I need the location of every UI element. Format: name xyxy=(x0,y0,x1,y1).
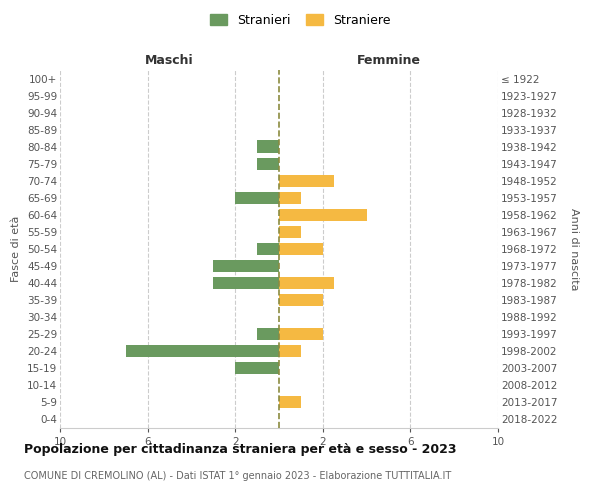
Bar xyxy=(279,208,367,221)
Bar xyxy=(279,294,323,306)
Bar xyxy=(126,345,279,357)
Y-axis label: Anni di nascita: Anni di nascita xyxy=(569,208,578,290)
Y-axis label: Fasce di età: Fasce di età xyxy=(11,216,22,282)
Bar xyxy=(279,242,323,255)
Bar xyxy=(214,276,279,289)
Text: COMUNE DI CREMOLINO (AL) - Dati ISTAT 1° gennaio 2023 - Elaborazione TUTTITALIA.: COMUNE DI CREMOLINO (AL) - Dati ISTAT 1°… xyxy=(24,471,451,481)
Bar xyxy=(279,396,301,408)
Bar xyxy=(279,192,301,204)
Bar xyxy=(279,345,301,357)
Bar xyxy=(214,260,279,272)
Bar xyxy=(235,362,279,374)
Title: Femmine: Femmine xyxy=(356,54,421,68)
Bar xyxy=(235,192,279,204)
Legend: Stranieri, Straniere: Stranieri, Straniere xyxy=(205,8,395,32)
Bar xyxy=(257,242,279,255)
Bar xyxy=(279,328,323,340)
Bar xyxy=(257,158,279,170)
Bar xyxy=(257,328,279,340)
Bar xyxy=(279,276,334,289)
Title: Maschi: Maschi xyxy=(145,54,194,68)
Bar xyxy=(279,226,301,238)
Bar xyxy=(279,174,334,187)
Text: Popolazione per cittadinanza straniera per età e sesso - 2023: Popolazione per cittadinanza straniera p… xyxy=(24,442,457,456)
Bar xyxy=(257,140,279,152)
